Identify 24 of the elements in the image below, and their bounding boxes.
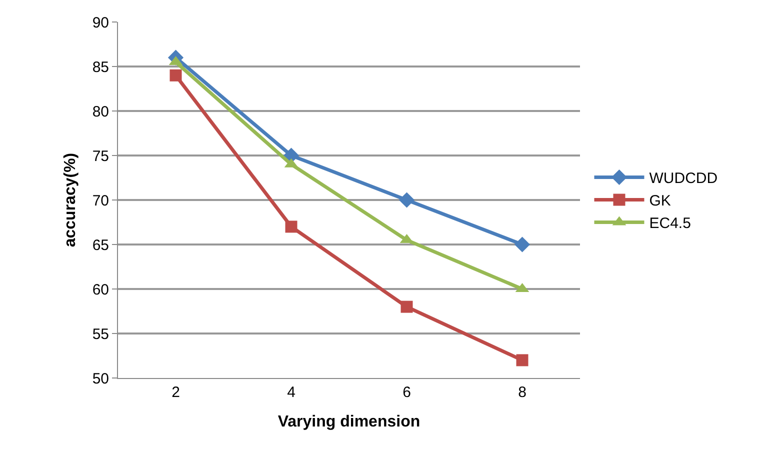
point bbox=[170, 69, 182, 82]
point bbox=[514, 236, 530, 252]
point bbox=[285, 220, 298, 233]
point bbox=[516, 354, 528, 366]
legend-label: WUDCDD bbox=[649, 170, 718, 188]
y-tick-label: 85 bbox=[92, 58, 109, 76]
x-tick-label: 8 bbox=[518, 384, 526, 401]
y-tick-label: 75 bbox=[92, 148, 109, 165]
x-tick-label: 4 bbox=[287, 384, 296, 401]
x-axis-title: Varying dimension bbox=[278, 414, 420, 431]
y-tick-label: 60 bbox=[92, 281, 109, 298]
point bbox=[400, 300, 413, 313]
y-tick-label: 55 bbox=[92, 326, 109, 343]
x-tick-label: 2 bbox=[172, 384, 180, 401]
legend-label: GK bbox=[649, 192, 671, 210]
y-tick-label: 80 bbox=[92, 103, 109, 120]
legend-label: EC4.5 bbox=[649, 215, 691, 232]
y-tick-label: 90 bbox=[92, 14, 109, 32]
y-tick-label: 50 bbox=[92, 370, 109, 388]
y-tick-label: 70 bbox=[92, 192, 109, 210]
y-axis-title: accuracy(%) bbox=[62, 152, 80, 248]
x-tick-label: 6 bbox=[402, 384, 411, 401]
y-tick-label: 65 bbox=[92, 236, 109, 254]
point bbox=[398, 192, 415, 208]
